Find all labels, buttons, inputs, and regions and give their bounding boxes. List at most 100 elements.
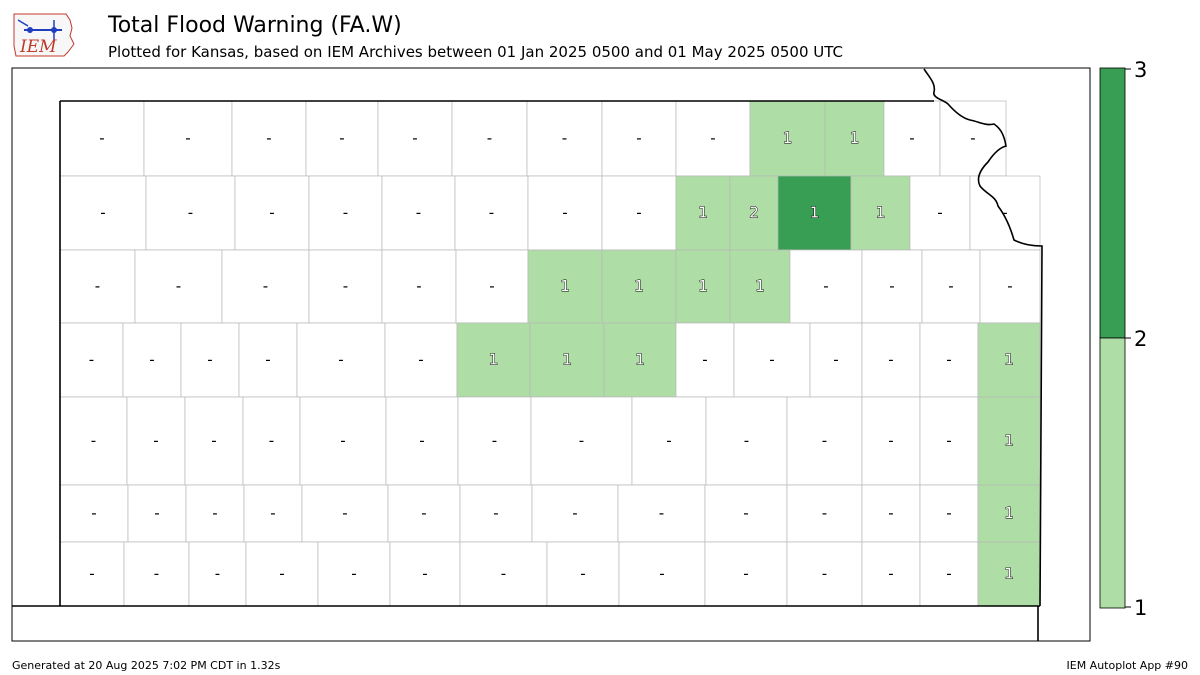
county-value-label: - [489, 204, 494, 222]
county-value-label: - [822, 504, 827, 522]
county-shape [180, 322, 240, 398]
county-value-label: - [265, 351, 270, 369]
county-shape [188, 541, 247, 607]
county-value-label: - [946, 432, 951, 450]
county-shape [919, 322, 979, 398]
county-value-label: - [215, 565, 220, 583]
county-value-label: - [89, 351, 94, 369]
county-shape [919, 541, 979, 607]
county-shape [296, 322, 386, 398]
county-shape [977, 322, 1041, 398]
colorbar-high [1099, 67, 1126, 339]
county-shape [529, 322, 605, 398]
county-value-label: 1 [634, 277, 644, 295]
colorbar: 3 2 1 [1099, 58, 1147, 620]
county-value-label: - [188, 204, 193, 222]
county-shape [705, 396, 788, 486]
iem-logo-icon: IEM [13, 13, 75, 57]
county-shape [789, 249, 863, 324]
county-value-label: 1 [698, 277, 708, 295]
county-shape [733, 322, 811, 398]
county-shape [729, 249, 791, 324]
county-shape [457, 396, 532, 486]
county-value-label: 1 [850, 129, 860, 147]
county-shape [127, 484, 187, 543]
county-shape [631, 396, 707, 486]
county-shape [704, 541, 788, 607]
colorbar-label-3: 3 [1134, 58, 1147, 82]
county-value-label: - [95, 277, 100, 295]
generated-timestamp: Generated at 20 Aug 2025 7:02 PM CDT in … [12, 659, 281, 672]
county-value-label: - [909, 129, 914, 147]
county-value-label: - [636, 129, 641, 147]
county-value-label: 1 [1004, 432, 1014, 450]
page-title: Total Flood Warning (FA.W) [108, 13, 402, 38]
county-shape [126, 396, 186, 486]
county-value-label: - [823, 277, 828, 295]
county-shape [299, 396, 387, 486]
county-shape [59, 175, 147, 251]
county-value-label: - [342, 504, 347, 522]
county-shape [531, 484, 619, 543]
county-shape [59, 322, 124, 398]
county-value-label: - [149, 351, 154, 369]
county-shape [245, 541, 319, 607]
county-value-label: - [501, 565, 506, 583]
county-value-label: 1 [810, 204, 820, 222]
county-shape [603, 322, 677, 398]
county-value-label: - [489, 277, 494, 295]
county-shape [454, 175, 529, 251]
county-value-label: - [562, 204, 567, 222]
county-value-label: - [418, 351, 423, 369]
county-value-label: - [579, 432, 584, 450]
county-shape [704, 484, 788, 543]
county-shape [786, 484, 863, 543]
county-shape [850, 175, 911, 251]
county-value-label: 1 [635, 351, 645, 369]
county-value-label: - [487, 129, 492, 147]
county-value-label: - [1002, 204, 1007, 222]
county-value-label: - [343, 277, 348, 295]
county-value-label: - [946, 351, 951, 369]
county-shape [231, 100, 307, 177]
county-value-label: - [710, 129, 715, 147]
county-value-label: - [153, 432, 158, 450]
county-value-label: - [176, 277, 181, 295]
county-shape [977, 541, 1041, 607]
county-value-label: - [89, 565, 94, 583]
county-value-label: - [212, 504, 217, 522]
county-shape [134, 249, 223, 324]
county-value-label: 1 [755, 277, 765, 295]
missouri-river-border [923, 68, 1043, 607]
state-outline [12, 100, 1040, 641]
county-value-label: 2 [749, 204, 759, 222]
county-shape [59, 396, 128, 486]
county-value-label: - [421, 504, 426, 522]
county-value-label: - [743, 504, 748, 522]
county-value-label: - [100, 204, 105, 222]
county-value-label: - [948, 277, 953, 295]
county-shape [526, 100, 603, 177]
county-shape [381, 175, 456, 251]
county-value-label: - [833, 351, 838, 369]
county-grid: - - - - - - - - - 1 1 - - - - - - - - - - 1 2 1 1 - - - - - - - - 1 1 1 1 - - -… [59, 100, 1041, 607]
county-value-label: 1 [562, 351, 572, 369]
county-shape [308, 175, 383, 251]
county-value-label: - [269, 204, 274, 222]
county-shape [308, 249, 383, 324]
county-value-label: - [562, 129, 567, 147]
county-value-label: - [416, 277, 421, 295]
county-value-label: - [1007, 277, 1012, 295]
county-value-label: - [493, 504, 498, 522]
county-value-label: - [263, 277, 268, 295]
county-value-label: - [91, 432, 96, 450]
county-value-label: - [492, 432, 497, 450]
app-id: IEM Autoplot App #90 [1066, 659, 1189, 672]
county-value-label: - [416, 204, 421, 222]
county-value-label: - [91, 504, 96, 522]
county-value-label: - [970, 129, 975, 147]
county-shape [59, 484, 129, 543]
county-value-label: - [636, 204, 641, 222]
county-value-label: - [422, 565, 427, 583]
county-shape [145, 175, 236, 251]
